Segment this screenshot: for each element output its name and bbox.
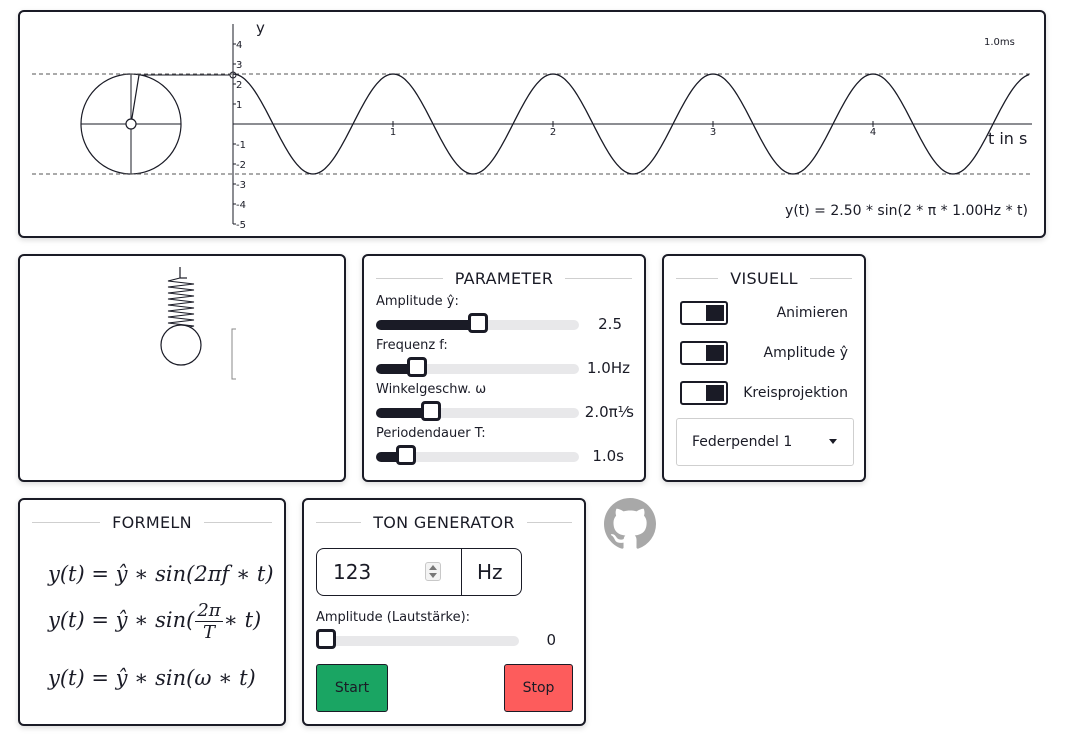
circle-center bbox=[125, 118, 137, 130]
frequency-slider-thumb[interactable] bbox=[406, 357, 427, 377]
chevron-down-icon bbox=[829, 439, 837, 444]
tone-unit-label: Hz bbox=[477, 560, 503, 584]
animate-toggle[interactable] bbox=[680, 301, 728, 325]
formula-angular: y(t) = ŷ ∗ sin(ω ∗ t) bbox=[48, 666, 256, 690]
amplitude-label: Amplitude ŷ: bbox=[376, 294, 459, 309]
y-tick-label: -1 bbox=[236, 140, 246, 151]
parameter-title: PARAMETER bbox=[364, 268, 644, 288]
time-readout: 1.0ms bbox=[984, 37, 1015, 48]
amplitude-slider-thumb[interactable] bbox=[467, 313, 488, 333]
tone-frequency-input[interactable]: 123 bbox=[317, 549, 462, 595]
y-tick-label: 3 bbox=[236, 60, 242, 71]
oscillation-plot-panel: 4 3 2 1 -1 -2 -3 -4 -5 1 2 3 4 y t in s 1.0ms y(t) … bbox=[18, 10, 1046, 238]
github-icon[interactable] bbox=[604, 498, 656, 550]
stop-button[interactable]: Stop bbox=[504, 664, 573, 712]
formula-frequency: y(t) = ŷ ∗ sin(2πf ∗ t) bbox=[48, 562, 274, 586]
amplitude-slider[interactable] bbox=[376, 313, 579, 333]
oscillation-plot: 4 3 2 1 -1 -2 -3 -4 -5 1 2 3 4 y t in s 1.0ms y(t) … bbox=[32, 19, 1032, 231]
period-slider[interactable] bbox=[376, 445, 579, 465]
angular-velocity-slider[interactable] bbox=[376, 401, 579, 421]
amplitude-toggle-label: Amplitude ŷ bbox=[763, 345, 848, 361]
visuell-panel: VISUELL Animieren Amplitude ŷ Kreisproje… bbox=[662, 254, 866, 482]
circle-projection-toggle[interactable] bbox=[680, 381, 728, 405]
animate-toggle-label: Animieren bbox=[776, 305, 848, 321]
sine-wave bbox=[232, 73, 1030, 175]
spring-pendulum-drawing bbox=[160, 267, 236, 380]
volume-label: Amplitude (Lautstärke): bbox=[316, 610, 471, 625]
frequency-slider[interactable] bbox=[376, 357, 579, 377]
x-tick-label: 3 bbox=[710, 127, 716, 138]
tone-frequency-value: 123 bbox=[333, 560, 372, 584]
formeln-title: FORMELN bbox=[20, 512, 284, 532]
period-value: 1.0s bbox=[592, 447, 624, 465]
pendulum-select-value: Federpendel 1 bbox=[692, 434, 793, 450]
volume-slider[interactable] bbox=[316, 629, 519, 649]
x-tick-label: 1 bbox=[390, 127, 396, 138]
angular-velocity-value: 2.0π⅟s bbox=[584, 403, 634, 421]
volume-slider-thumb[interactable] bbox=[316, 629, 336, 649]
amplitude-bracket bbox=[231, 328, 236, 380]
frequency-input-group: 123 Hz bbox=[316, 548, 522, 596]
y-tick-label: -2 bbox=[236, 160, 246, 171]
y-tick-label: 1 bbox=[236, 100, 242, 111]
circle-projection-toggle-label: Kreisprojektion bbox=[743, 385, 848, 401]
spring-pendulum-panel bbox=[18, 254, 346, 482]
pendulum-mass bbox=[160, 324, 202, 366]
spring-coil bbox=[167, 277, 195, 330]
y-tick-label: -5 bbox=[236, 220, 246, 231]
frequency-value: 1.0Hz bbox=[586, 359, 630, 377]
x-tick-label: 4 bbox=[870, 127, 876, 138]
circle-radius-pointer bbox=[130, 74, 140, 125]
equation-text: y(t) = 2.50 * sin(2 * π * 1.00Hz * t) bbox=[785, 203, 1028, 219]
y-tick-label: -3 bbox=[236, 180, 246, 191]
period-label: Periodendauer T: bbox=[376, 426, 486, 441]
period-slider-thumb[interactable] bbox=[396, 445, 417, 465]
x-tick-label: 2 bbox=[550, 127, 556, 138]
tone-generator-panel: TON GENERATOR 123 Hz Amplitude (Lautstär… bbox=[302, 498, 586, 726]
visuell-title: VISUELL bbox=[664, 268, 864, 288]
formula-period: y(t) = ŷ ∗ sin(2π T ∗ t) bbox=[48, 600, 262, 643]
start-button[interactable]: Start bbox=[316, 664, 388, 712]
tone-generator-title: TON GENERATOR bbox=[304, 512, 584, 532]
x-axis-label: t in s bbox=[988, 129, 1027, 148]
y-axis-label: y bbox=[256, 19, 265, 37]
y-tick-label: 4 bbox=[236, 40, 242, 51]
y-tick-label: 2 bbox=[236, 80, 242, 91]
spinner-icon[interactable] bbox=[425, 562, 441, 581]
formeln-panel: FORMELN y(t) = ŷ ∗ sin(2πf ∗ t) y(t) = ŷ… bbox=[18, 498, 286, 726]
parameter-panel: PARAMETER Amplitude ŷ: 2.5 Frequenz f: 1… bbox=[362, 254, 646, 482]
pendulum-select[interactable]: Federpendel 1 bbox=[676, 418, 854, 466]
amplitude-value: 2.5 bbox=[598, 315, 622, 333]
amplitude-toggle[interactable] bbox=[680, 341, 728, 365]
y-tick-label: -4 bbox=[236, 200, 246, 211]
angular-velocity-slider-thumb[interactable] bbox=[420, 401, 441, 421]
volume-value: 0 bbox=[546, 631, 556, 649]
angular-velocity-label: Winkelgeschw. ω bbox=[376, 382, 487, 397]
frequency-label: Frequenz f: bbox=[376, 338, 448, 353]
